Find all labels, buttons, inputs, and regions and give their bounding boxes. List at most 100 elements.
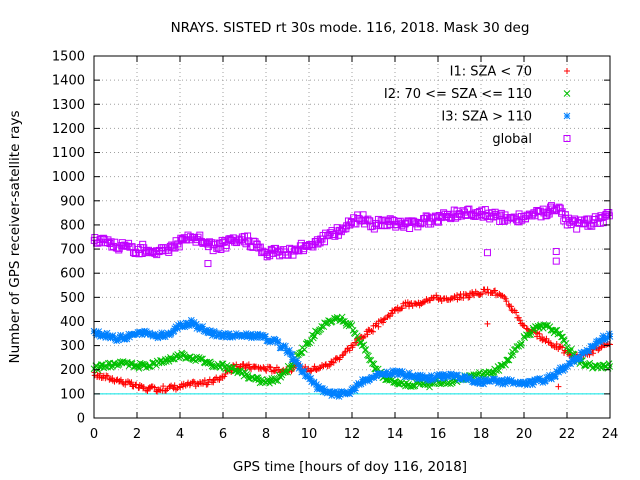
data-point (467, 375, 474, 382)
data-point (559, 344, 566, 351)
data-point (146, 329, 154, 337)
data-point (397, 370, 405, 378)
data-point (105, 359, 112, 367)
data-point (552, 327, 559, 334)
data-point (406, 224, 414, 232)
data-point (316, 239, 324, 247)
data-point (344, 320, 352, 328)
data-point (442, 212, 450, 220)
data-point (116, 378, 123, 385)
data-point (267, 364, 274, 371)
data-point (214, 332, 222, 339)
data-point (143, 328, 150, 335)
data-point (162, 330, 170, 338)
data-point (262, 333, 269, 340)
data-point (556, 330, 564, 337)
data-point (316, 365, 323, 372)
data-point (553, 367, 560, 375)
data-point (115, 336, 122, 344)
data-point (206, 358, 214, 366)
outlier-point (552, 247, 560, 255)
data-point (543, 335, 550, 342)
data-point (567, 360, 574, 368)
data-point (210, 377, 217, 384)
data-point (181, 351, 188, 359)
data-point (219, 360, 227, 368)
data-point (134, 245, 142, 253)
data-point (424, 377, 432, 384)
data-point (576, 354, 584, 362)
data-point (568, 216, 576, 224)
outlier-point (552, 257, 560, 265)
data-point (548, 342, 555, 349)
data-point (201, 377, 208, 384)
data-point (200, 327, 208, 335)
data-point (258, 331, 266, 339)
data-point (231, 332, 239, 340)
data-point (502, 361, 509, 369)
data-point (443, 372, 451, 380)
data-point (326, 388, 334, 395)
data-point (189, 321, 197, 329)
data-point (597, 338, 604, 346)
data-point (122, 332, 130, 340)
data-point (454, 371, 461, 379)
y-tick-label: 1100 (52, 146, 85, 161)
data-point (563, 362, 571, 370)
data-point (402, 302, 409, 309)
data-point (319, 385, 326, 392)
data-point (513, 309, 520, 316)
data-point (369, 360, 376, 367)
data-point (293, 357, 301, 364)
data-point (462, 291, 469, 298)
y-tick-label: 400 (60, 315, 85, 330)
data-point (585, 347, 593, 355)
data-point (166, 242, 174, 250)
data-point (381, 221, 389, 229)
data-point (541, 377, 549, 385)
data-point (417, 371, 424, 379)
data-point (144, 387, 151, 394)
data-point (131, 330, 139, 338)
data-point (380, 319, 387, 326)
data-point (218, 360, 226, 368)
x-tick-label: 14 (387, 427, 404, 442)
data-point (520, 378, 528, 386)
data-point (449, 371, 456, 379)
data-point (326, 362, 333, 369)
x-tick-label: 8 (262, 427, 270, 442)
data-point (466, 294, 473, 301)
data-point (296, 363, 304, 370)
data-point (604, 334, 612, 342)
data-point (524, 378, 532, 386)
data-point (155, 332, 163, 340)
data-point (423, 213, 431, 221)
data-point (499, 380, 506, 388)
data-point (210, 363, 217, 371)
data-point (476, 380, 484, 388)
data-point (508, 376, 515, 384)
data-point (477, 376, 484, 384)
data-point (464, 206, 472, 214)
data-point (315, 385, 323, 393)
data-point (257, 364, 264, 371)
outlier-point (484, 320, 491, 327)
data-point (301, 367, 308, 375)
series-2 (90, 316, 614, 400)
data-point (386, 215, 394, 223)
data-point (346, 347, 353, 354)
data-point (379, 371, 386, 379)
data-point (348, 321, 356, 329)
data-point (602, 335, 609, 343)
x-tick-label: 12 (344, 427, 361, 442)
data-point (370, 328, 377, 335)
data-point (509, 351, 517, 359)
outlier-points (204, 247, 562, 390)
data-point (422, 212, 430, 220)
x-tick-label: 10 (301, 427, 318, 442)
data-point (591, 342, 599, 350)
data-point (574, 218, 582, 226)
data-point (495, 367, 503, 374)
data-point (295, 364, 303, 372)
data-point (508, 307, 515, 314)
